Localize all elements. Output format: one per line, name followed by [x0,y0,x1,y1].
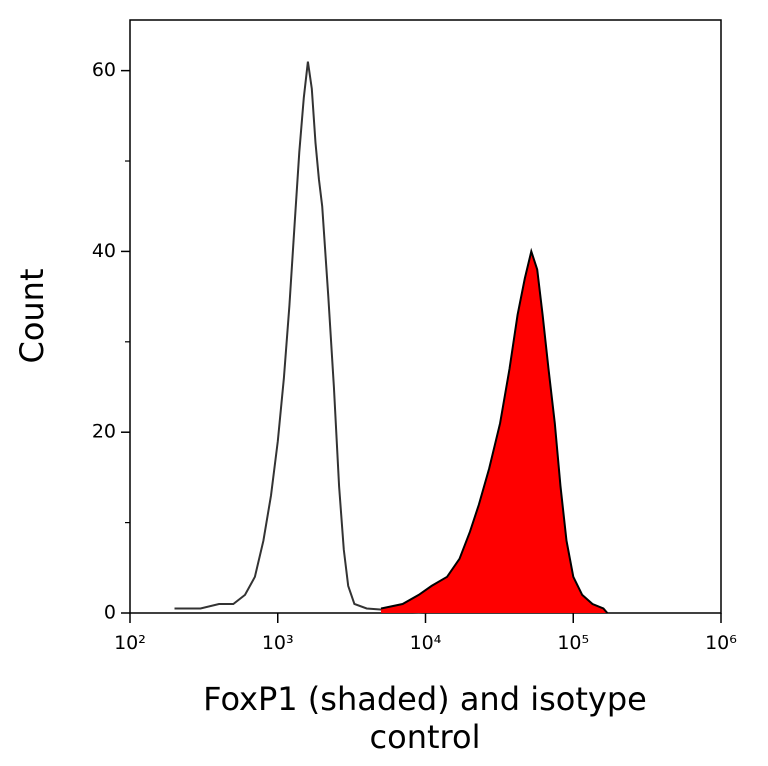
series-outline [380,247,609,614]
x-tick-label: 10⁴ [410,632,442,654]
y-tick-label: 40 [92,240,116,262]
plot-frame [129,19,722,614]
series-area [381,251,608,613]
y-tick-label: 0 [104,602,116,624]
x-tick-label: 10⁶ [705,632,737,654]
x-tick-label: 10³ [262,632,294,654]
y-axis-label: Count [13,268,51,363]
x-axis-label: FoxP1 (shaded) and isotype control [203,680,647,756]
series-line [174,61,426,614]
y-tick-label: 60 [92,59,116,81]
x-tick-label: 10⁵ [557,632,589,654]
x-tick-label: 10² [114,632,146,654]
y-tick-label: 20 [92,421,116,443]
